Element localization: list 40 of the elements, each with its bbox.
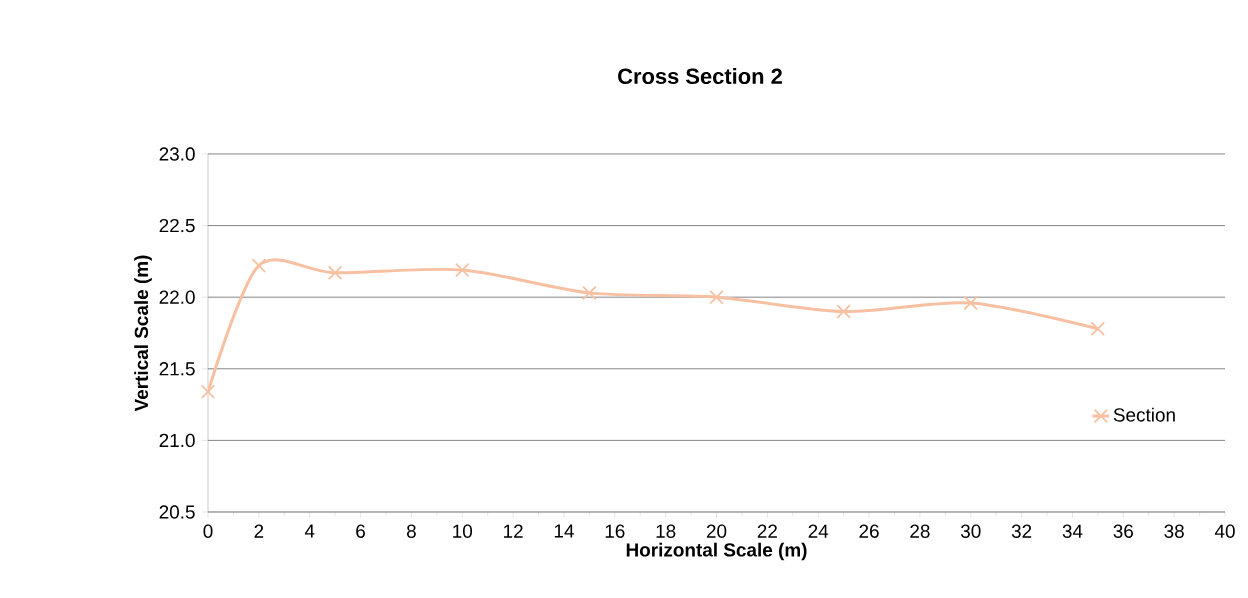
x-tick-label: 26: [859, 524, 879, 538]
point: [582, 285, 597, 301]
point: [709, 289, 724, 305]
x-tick-label: 12: [504, 524, 523, 538]
y-tick-label: 22.5: [159, 218, 195, 233]
y-tick-label: 21.5: [159, 362, 195, 376]
point: [1090, 321, 1106, 336]
x-tick-label: 28: [910, 524, 930, 538]
point: [455, 262, 470, 278]
x-tick-label: 20: [706, 524, 727, 538]
x-tick-label: 0: [203, 524, 213, 538]
x-tick-label: 6: [356, 524, 365, 538]
x-tick-label: 16: [605, 524, 625, 538]
x-tick-label: 32: [1011, 524, 1032, 538]
x-tick-label: 24: [808, 524, 829, 538]
x-tick-label: 14: [554, 524, 574, 538]
x-tick-label: 38: [1164, 524, 1184, 538]
y-tick-label: 22.0: [159, 290, 195, 304]
x-axis-title: Horizontal Scale (m): [626, 542, 807, 561]
point: [200, 384, 216, 399]
x-tick-label: 36: [1113, 524, 1133, 538]
y-axis-title: Vertical Scale (m): [134, 255, 152, 412]
point: [251, 258, 267, 273]
x-tick-label: 10: [453, 524, 473, 538]
legend-label: Section: [1113, 407, 1175, 422]
x-tick-label: 8: [406, 524, 416, 538]
chart-title: Cross Section 2: [618, 67, 782, 85]
x-tick-label: 40: [1214, 524, 1235, 538]
point: [327, 265, 343, 281]
x-tick-label: 34: [1062, 524, 1083, 538]
y-tick-label: 20.5: [159, 505, 195, 519]
y-tick-label: 23.0: [159, 147, 195, 161]
x-tick-label: 2: [254, 524, 264, 538]
x-tick-label: 30: [960, 524, 981, 538]
x-tick-label: 22: [757, 524, 777, 538]
point: [836, 304, 851, 319]
y-tick-label: 21.0: [159, 433, 195, 448]
point: [963, 295, 979, 311]
x-tick-label: 4: [304, 524, 315, 538]
x-tick-label: 18: [656, 524, 676, 538]
